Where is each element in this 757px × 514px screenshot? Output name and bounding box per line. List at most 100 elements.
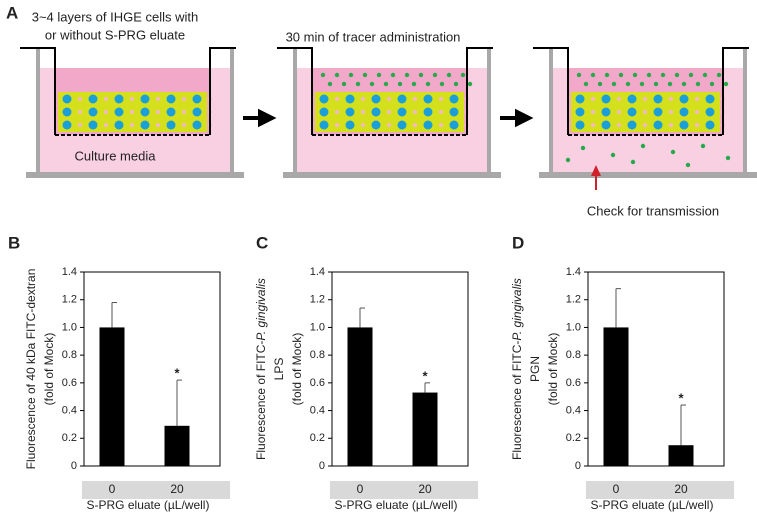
nucleus <box>397 107 407 117</box>
nucleus <box>114 107 124 117</box>
tracer <box>460 72 466 78</box>
y-tick-label: 0.4 <box>62 404 77 416</box>
x-tick-label: 0 <box>357 482 364 496</box>
dot <box>182 123 186 127</box>
bar <box>347 327 373 466</box>
x-tick-label: 20 <box>418 482 432 496</box>
tracer <box>411 81 417 87</box>
y-tick-label: 0.6 <box>62 377 77 389</box>
nucleus <box>423 94 433 104</box>
bar <box>668 445 694 466</box>
dot <box>182 110 186 114</box>
nucleus <box>88 120 98 130</box>
nucleus <box>345 120 355 130</box>
x-axis-label: S-PRG eluate (µL/well) <box>87 498 210 512</box>
nucleus <box>192 120 202 130</box>
dot <box>104 110 108 114</box>
significance: * <box>422 368 428 383</box>
nucleus <box>679 94 689 104</box>
nucleus <box>575 94 585 104</box>
tracer <box>618 72 624 78</box>
tracer <box>685 162 691 168</box>
tracer <box>688 72 694 78</box>
insert <box>533 47 749 135</box>
tracer <box>670 149 676 155</box>
well-base <box>26 172 244 178</box>
insert <box>20 47 236 135</box>
dot <box>591 97 595 101</box>
category-strip <box>82 481 230 499</box>
dot <box>335 97 339 101</box>
y-axis-label: (fold of Mock) <box>290 333 304 406</box>
plot-frame <box>587 271 725 467</box>
dot <box>104 123 108 127</box>
nucleus <box>114 120 124 130</box>
plot-frame <box>331 271 469 467</box>
tracer <box>565 157 571 163</box>
y-tick-label: 1.2 <box>62 294 77 306</box>
y-tick-label: 0 <box>575 460 581 472</box>
dot <box>643 110 647 114</box>
y-tick-label: 1.4 <box>566 266 581 278</box>
nucleus <box>166 107 176 117</box>
tracer <box>580 145 586 151</box>
well-wall <box>549 48 747 172</box>
nucleus <box>575 120 585 130</box>
nucleus <box>449 107 459 117</box>
nucleus <box>653 107 663 117</box>
arrow <box>500 108 534 128</box>
dot <box>617 123 621 127</box>
nucleus <box>114 94 124 104</box>
dot <box>335 110 339 114</box>
well <box>277 47 501 178</box>
nucleus <box>166 94 176 104</box>
tracer <box>576 72 582 78</box>
y-axis-label: (fold of Mock) <box>42 333 56 406</box>
dot <box>669 110 673 114</box>
tracer <box>611 81 617 87</box>
nucleus <box>140 94 150 104</box>
nucleus <box>371 107 381 117</box>
tracer <box>418 72 424 78</box>
tracer <box>383 81 389 87</box>
tracer <box>639 81 645 87</box>
well-wall <box>293 48 491 172</box>
dot <box>156 110 160 114</box>
y-tick-label: 1.2 <box>310 294 325 306</box>
y-axis-label-part: (fold of Mock) <box>546 333 560 406</box>
dot <box>695 110 699 114</box>
nucleus <box>88 94 98 104</box>
nucleus <box>653 94 663 104</box>
nucleus <box>423 120 433 130</box>
tracer <box>355 81 361 87</box>
dot <box>156 123 160 127</box>
x-axis-label: S-PRG eluate (µL/well) <box>591 498 714 512</box>
nucleus <box>705 107 715 117</box>
nucleus <box>601 107 611 117</box>
tracer <box>681 81 687 87</box>
y-axis-label-part: PGN <box>528 356 542 382</box>
caption: 3~4 layers of IHGE cells with <box>32 9 199 24</box>
dot <box>695 97 699 101</box>
tracer <box>709 81 715 87</box>
dot <box>78 110 82 114</box>
dot <box>130 110 134 114</box>
dot <box>439 110 443 114</box>
tracer <box>397 81 403 87</box>
y-tick-label: 0.6 <box>310 377 325 389</box>
tracer <box>439 81 445 87</box>
tracer <box>453 81 459 87</box>
dot <box>387 110 391 114</box>
significance: * <box>678 390 684 405</box>
y-tick-label: 0.4 <box>566 404 581 416</box>
tracer <box>320 72 326 78</box>
well <box>533 47 757 178</box>
x-tick-label: 20 <box>170 482 184 496</box>
panel-letter: C <box>256 233 268 252</box>
red-arrow-head <box>591 165 601 176</box>
tracer <box>327 81 333 87</box>
y-tick-label: 0.8 <box>566 349 581 361</box>
plot-frame <box>83 271 221 467</box>
well-base <box>539 172 757 178</box>
y-axis-label-part: P. gingivalis <box>510 278 524 340</box>
